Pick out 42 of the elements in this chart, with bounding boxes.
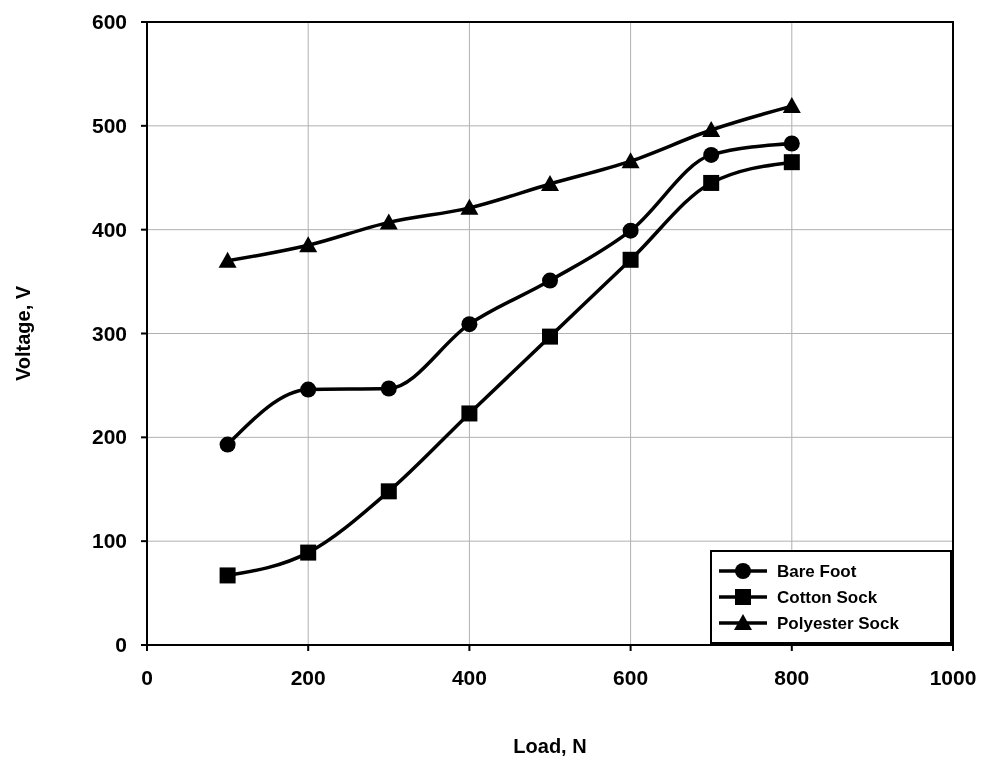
- y-tick-label: 0: [115, 633, 127, 656]
- legend-label: Bare Foot: [777, 562, 857, 581]
- point: [542, 328, 558, 345]
- x-tick-label: 200: [290, 666, 326, 689]
- y-axis-title: Voltage, V: [12, 285, 34, 382]
- point: [783, 154, 800, 171]
- y-tick-label: 300: [91, 321, 127, 345]
- point: [218, 251, 237, 268]
- point: [542, 272, 558, 289]
- x-tick-label: 800: [774, 666, 810, 689]
- x-tick-label: 600: [613, 666, 649, 689]
- point: [702, 120, 721, 137]
- legend-label: Polyester Sock: [777, 614, 900, 633]
- point: [461, 316, 478, 333]
- x-tick-label: 1000: [929, 666, 977, 689]
- point: [703, 174, 720, 191]
- point: [380, 483, 397, 500]
- y-tick-label: 200: [91, 425, 127, 449]
- y-tick-label: 100: [91, 529, 127, 553]
- point: [622, 222, 639, 239]
- point: [783, 135, 800, 152]
- point: [299, 236, 318, 253]
- x-tick-label: 0: [141, 666, 153, 689]
- x-axis-title: Load, N: [513, 735, 587, 757]
- x-tick-label: 400: [451, 666, 487, 689]
- y-tick-label: 500: [91, 113, 127, 137]
- y-tick-label: 400: [91, 217, 127, 241]
- point: [219, 436, 236, 453]
- point: [380, 380, 397, 397]
- point: [300, 544, 317, 561]
- point: [622, 251, 639, 268]
- point: [703, 146, 720, 163]
- point: [219, 567, 236, 584]
- legend-label: Cotton Sock: [777, 588, 878, 607]
- point: [621, 152, 640, 169]
- y-tick-label: 600: [91, 10, 127, 33]
- point: [461, 405, 478, 422]
- point: [300, 381, 317, 398]
- point: [541, 174, 559, 191]
- point: [379, 213, 398, 230]
- point: [782, 97, 801, 114]
- point: [460, 198, 479, 215]
